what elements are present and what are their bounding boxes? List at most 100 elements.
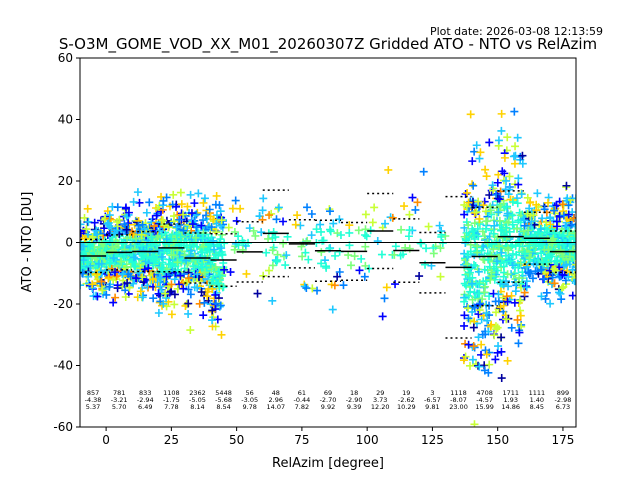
scatter-point: [346, 261, 355, 270]
scatter-point: [102, 290, 111, 299]
x-tick-label: 150: [486, 433, 509, 447]
scatter-point: [169, 190, 178, 199]
scatter-point: [298, 252, 307, 261]
x-axis-label: RelAzim [degree]: [272, 456, 384, 471]
scatter-point: [537, 240, 546, 249]
bin-mean-label: 3.73: [373, 396, 387, 404]
bin-mean-label: -4.38: [85, 396, 102, 404]
bin-std-label: 6.73: [556, 403, 570, 411]
scatter-point: [518, 159, 527, 168]
scatter-point: [512, 224, 521, 233]
scatter-point: [249, 226, 258, 235]
scatter-point: [147, 233, 156, 242]
scatter-point: [361, 242, 370, 251]
scatter-point: [175, 215, 184, 224]
scatter-point: [136, 287, 145, 296]
scatter-point: [226, 268, 235, 277]
scatter-point: [521, 282, 530, 291]
x-tick-label: 0: [102, 433, 110, 447]
scatter-point: [80, 268, 87, 277]
scatter-point: [128, 258, 137, 267]
scatter-point: [279, 217, 288, 226]
bin-mean-label: -6.57: [424, 396, 441, 404]
scatter-point: [109, 298, 118, 307]
scatter-point: [200, 298, 209, 307]
scatter-point: [105, 211, 114, 220]
scatter-point: [489, 229, 498, 238]
scatter-point: [199, 311, 208, 320]
scatter-point: [281, 261, 290, 270]
scatter-point: [474, 310, 483, 319]
bin-mean-label: -2.98: [555, 396, 572, 404]
scatter-point: [300, 282, 309, 291]
scatter-point: [345, 228, 354, 237]
scatter-point: [361, 210, 370, 219]
scatter-point: [145, 198, 154, 207]
scatter-point: [112, 271, 121, 280]
scatter-point: [273, 256, 282, 265]
scatter-point: [429, 249, 438, 258]
scatter-point: [558, 200, 567, 209]
scatter-point: [461, 339, 470, 348]
scatter-point: [551, 266, 560, 275]
scatter-point: [476, 299, 485, 308]
scatter-point: [191, 233, 200, 242]
scatter-point: [498, 167, 507, 176]
scatter-point: [169, 251, 178, 260]
scatter-point: [513, 315, 522, 324]
scatter-point: [504, 282, 513, 291]
scatter-point: [502, 315, 511, 324]
scatter-point: [568, 291, 576, 300]
scatter-point: [529, 259, 538, 268]
scatter-point: [533, 189, 542, 198]
scatter-point: [135, 198, 144, 207]
scatter-point: [514, 263, 523, 272]
scatter-point: [173, 258, 182, 267]
y-tick-label: 20: [58, 174, 73, 188]
scatter-point: [368, 218, 377, 227]
scatter-point: [199, 198, 208, 207]
scatter-point: [209, 275, 218, 284]
scatter-point: [388, 213, 397, 222]
scatter-point: [397, 225, 406, 234]
scatter-point: [459, 356, 468, 365]
scatter-point: [504, 246, 513, 255]
scatter-point: [80, 256, 88, 265]
x-tick-label: 100: [356, 433, 379, 447]
scatter-point: [515, 296, 524, 305]
scatter-point: [517, 190, 526, 199]
scatter-point: [562, 181, 571, 190]
scatter-point: [485, 190, 494, 199]
scatter-point: [378, 312, 387, 321]
bin-count-label: 19: [402, 389, 410, 397]
scatter-point: [520, 249, 529, 258]
scatter-point: [510, 107, 519, 116]
scatter-point: [355, 266, 364, 275]
scatter-point: [508, 249, 517, 258]
scatter-point: [161, 289, 170, 298]
scatter-point: [503, 297, 512, 306]
scatter-point: [304, 255, 313, 264]
scatter-point: [188, 220, 197, 229]
scatter-point: [468, 227, 477, 236]
scatter-point: [465, 361, 474, 370]
scatter-point: [216, 235, 225, 244]
scatter-point: [82, 225, 91, 234]
scatter-point: [128, 227, 137, 236]
scatter-point: [141, 257, 150, 266]
scatter-point: [279, 239, 288, 248]
scatter-point: [112, 217, 121, 226]
scatter-point: [559, 252, 568, 261]
scatter-point: [413, 198, 422, 207]
scatter-point: [156, 207, 165, 216]
bin-count-label: 29: [376, 389, 384, 397]
scatter-point: [138, 273, 147, 282]
scatter-point: [477, 340, 486, 349]
scatter-point: [148, 275, 157, 284]
scatter-point: [118, 269, 127, 278]
scatter-point: [274, 203, 283, 212]
scatter-point: [124, 208, 133, 217]
scatter-point: [80, 263, 86, 272]
scatter-point: [507, 323, 516, 332]
bin-count-label: 3: [430, 389, 434, 397]
